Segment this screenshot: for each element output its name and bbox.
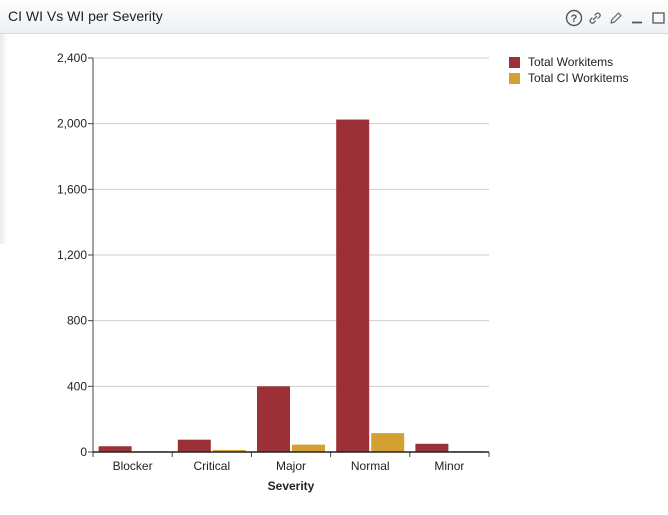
x-tick-label: Normal (351, 459, 390, 473)
x-tick-label: Major (276, 459, 306, 473)
bar-total-ci-workitems-normal[interactable] (371, 433, 405, 452)
widget-title: CI WI Vs WI per Severity (8, 8, 163, 24)
bar-total-ci-workitems-critical[interactable] (212, 450, 246, 452)
minimize-icon[interactable] (626, 8, 647, 28)
legend-swatch (509, 56, 520, 68)
x-tick-label: Minor (434, 459, 464, 473)
y-tick-label: 2,400 (57, 51, 87, 65)
y-tick-label: 1,200 (57, 248, 87, 262)
widget-header: CI WI Vs WI per Severity ? (0, 0, 668, 34)
link-icon[interactable] (584, 8, 605, 28)
panel-shadow (0, 34, 8, 244)
y-tick-label: 800 (67, 314, 87, 328)
bar-total-workitems-critical[interactable] (177, 439, 211, 452)
y-tick-label: 0 (80, 445, 87, 459)
y-tick-label: 1,600 (57, 182, 87, 196)
bar-total-ci-workitems-major[interactable] (292, 444, 325, 452)
y-tick-label: 400 (67, 379, 87, 393)
x-axis-label: Severity (268, 479, 315, 493)
widget-toolbar: ? (563, 8, 668, 28)
edit-icon[interactable] (605, 8, 626, 28)
bar-total-workitems-minor[interactable] (415, 443, 449, 452)
legend-item-total-workitems[interactable]: Total Workitems (509, 54, 628, 70)
x-tick-label: Critical (193, 459, 230, 473)
legend-label: Total Workitems (528, 55, 614, 69)
x-tick-label: Blocker (113, 459, 153, 473)
y-tick-label: 2,000 (57, 117, 87, 131)
bar-total-workitems-major[interactable] (257, 386, 290, 452)
legend-item-total-ci-workitems[interactable]: Total CI Workitems (509, 70, 628, 86)
legend-label: Total CI Workitems (528, 71, 629, 85)
chart-legend: Total Workitems Total CI Workitems (509, 54, 628, 86)
help-icon[interactable]: ? (563, 8, 584, 28)
legend-swatch (509, 72, 520, 84)
bar-chart: 0 400 800 1,200 1,600 2,000 2,400 Blocker Critic… (57, 51, 490, 493)
bar-total-workitems-blocker[interactable] (98, 446, 132, 452)
maximize-icon[interactable] (647, 8, 668, 28)
bar-total-workitems-normal[interactable] (336, 119, 370, 452)
svg-text:?: ? (570, 13, 577, 25)
